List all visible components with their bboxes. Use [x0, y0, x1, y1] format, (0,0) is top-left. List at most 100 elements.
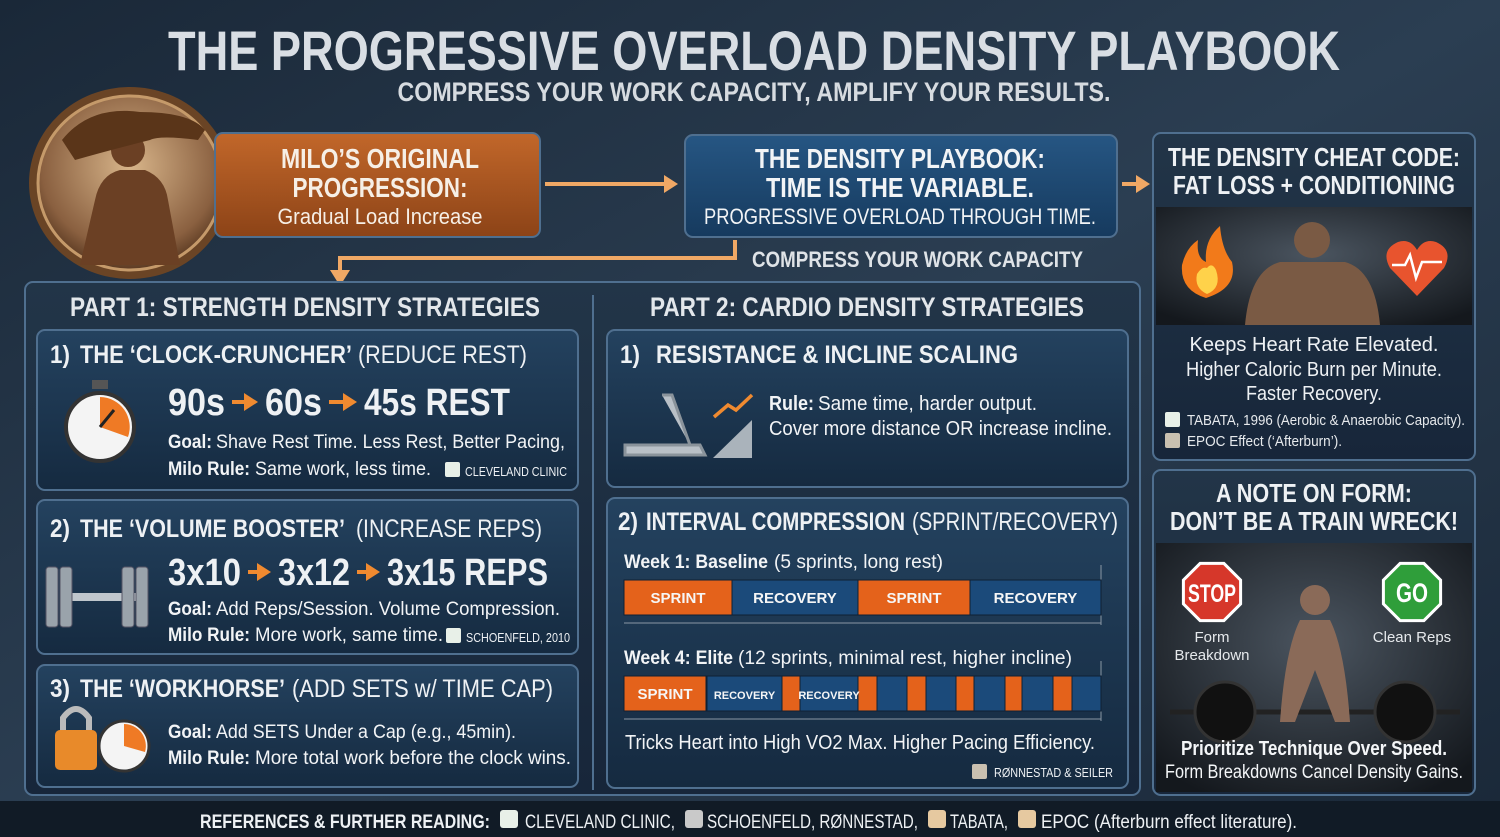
text: SCHOENFELD, 2010	[466, 630, 570, 645]
text: Gradual Load Increase	[278, 204, 483, 229]
text: REFERENCES & FURTHER READING:	[200, 812, 490, 833]
text: Add Reps/Session. Volume Compression.	[216, 599, 560, 620]
pulse	[1392, 251, 1442, 283]
text: TIME IS THE VARIABLE.	[766, 172, 1034, 203]
source-icon	[928, 810, 946, 828]
source-icon	[685, 810, 703, 828]
stopwatch-crown	[92, 380, 108, 389]
heart-icon	[1386, 241, 1448, 296]
text: Milo Rule:	[168, 459, 250, 480]
segment-label: SPRINT	[637, 686, 692, 703]
interval-segment	[731, 579, 859, 616]
density-playbook	[684, 134, 1118, 238]
text: CLEVELAND CLINIC,	[525, 812, 675, 833]
interval-segment	[955, 675, 975, 712]
text: 45s REST	[364, 382, 510, 424]
lifter	[1280, 620, 1350, 722]
subtitle: COMPRESS YOUR WORK CAPACITY, AMPLIFY YOU…	[398, 77, 1111, 107]
text: More total work before the clock wins.	[255, 748, 571, 769]
text: STOP	[1188, 580, 1236, 608]
text: 3x12	[278, 552, 350, 594]
text: RØNNESTAD & SEILER	[994, 765, 1113, 780]
title: THE PROGRESSIVE OVERLOAD DENSITY PLAYBOO…	[168, 19, 1340, 82]
arrow-head	[343, 393, 357, 411]
text: MILO’S ORIGINAL	[281, 143, 479, 174]
text: Keeps Heart Rate Elevated.	[1190, 334, 1439, 356]
text: Higher Caloric Burn per Minute.	[1186, 359, 1442, 381]
text: SCHOENFELD, RØNNESTAD,	[707, 812, 918, 833]
interval-segment	[906, 675, 927, 712]
text: Breakdown	[1174, 647, 1249, 664]
dumbbell-plate	[45, 566, 59, 628]
interval-segment	[623, 675, 707, 712]
dumbbell-bar	[60, 593, 144, 601]
source-icon	[1018, 810, 1036, 828]
text: THE ‘CLOCK-CRUNCHER’	[80, 341, 352, 369]
interval-segment	[925, 675, 957, 712]
text: THE ‘WORKHORSE’	[80, 675, 285, 703]
trend	[712, 393, 754, 419]
text: TABATA, 1996 (Aerobic & Anaerobic Capaci…	[1187, 412, 1465, 429]
text: Clean Reps	[1373, 629, 1451, 646]
text: COMPRESS YOUR WORK CAPACITY	[752, 247, 1083, 272]
athlete	[1245, 262, 1380, 325]
dumbbell-plate	[135, 566, 149, 628]
text: Milo Rule:	[168, 748, 250, 769]
text: 1)	[50, 341, 70, 369]
text: Goal:	[168, 722, 212, 743]
original-progression	[214, 132, 541, 238]
source-icon	[446, 628, 461, 643]
text: THE DENSITY CHEAT CODE:	[1168, 142, 1460, 172]
source-icon	[1165, 412, 1180, 427]
text: (12 sprints, minimal rest, higher inclin…	[738, 648, 1072, 669]
text: CLEVELAND CLINIC	[465, 464, 567, 479]
interval-segment	[799, 675, 859, 712]
text: Rule:	[769, 393, 814, 415]
strategy-card	[36, 329, 579, 491]
text: Cover more distance OR increase incline.	[769, 418, 1112, 440]
section-title: PART 2: CARDIO DENSITY STRATEGIES	[650, 292, 1084, 322]
text: Week 1: Baseline	[624, 552, 768, 573]
text: THE DENSITY PLAYBOOK:	[755, 143, 1045, 174]
source-icon	[972, 764, 987, 779]
text: Same time, harder output.	[818, 393, 1037, 415]
text: Faster Recovery.	[1246, 383, 1382, 405]
text: Add SETS Under a Cap (e.g., 45min).	[216, 722, 516, 743]
connector	[338, 240, 737, 272]
dumbbell-plate	[59, 566, 73, 628]
segment-label: RECOVERY	[714, 690, 776, 702]
plate	[1193, 680, 1257, 744]
text: Week 4: Elite	[624, 648, 733, 669]
calf	[62, 110, 205, 160]
text: More work, same time.	[255, 625, 443, 646]
text: (5 sprints, long rest)	[774, 552, 943, 573]
text: 1)	[620, 341, 640, 369]
lifter-head	[1300, 585, 1330, 615]
athlete-head	[1294, 222, 1330, 258]
interval-segment	[973, 675, 1006, 712]
interval-segment	[969, 579, 1102, 616]
text: 3)	[50, 675, 70, 703]
interval-segment	[1071, 675, 1102, 712]
text: 3x15 REPS	[387, 552, 548, 594]
text: PROGRESSIVE OVERLOAD THROUGH TIME.	[704, 204, 1096, 229]
text: (REDUCE REST)	[358, 341, 527, 369]
arrow-head	[257, 563, 271, 581]
text: 2)	[618, 508, 638, 536]
text: Prioritize Technique Over Speed.	[1181, 738, 1447, 760]
plate	[1373, 680, 1437, 744]
text: FAT LOSS + CONDITIONING	[1173, 170, 1455, 200]
fire-icon	[1181, 226, 1233, 298]
text: DON’T BE A TRAIN WRECK!	[1170, 506, 1458, 536]
text: GO	[1396, 578, 1428, 608]
stopwatch-fill	[100, 397, 130, 437]
segment-label: RECOVERY	[798, 690, 860, 702]
segment-label: RECOVERY	[753, 590, 837, 607]
arrow-head	[1136, 175, 1150, 193]
text: Form	[1195, 629, 1230, 646]
lock-shackle	[60, 706, 92, 730]
text: EPOC (Afterburn effect literature).	[1041, 812, 1297, 833]
text: 90s	[168, 382, 225, 424]
segment-label: SPRINT	[886, 590, 941, 607]
text: Milo Rule:	[168, 625, 250, 646]
